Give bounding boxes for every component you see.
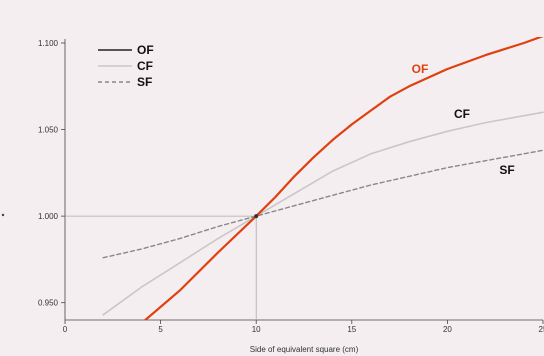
reference-point-marker — [254, 214, 259, 219]
y-tick-label: 1.000 — [38, 212, 59, 221]
legend: OF CF SF — [98, 43, 154, 89]
legend-label-sf: SF — [137, 75, 152, 89]
series-line-sf — [102, 149, 544, 259]
series-label-of: OF — [412, 62, 429, 76]
legend-label-cf: CF — [137, 59, 153, 73]
x-axis-title: Side of equivalent square (cm) — [250, 345, 359, 354]
x-tick-label: 15 — [347, 325, 356, 334]
series-labels: OF CF SF — [412, 62, 515, 177]
y-tick-label: 0.950 — [38, 299, 59, 308]
x-tick-label: 10 — [252, 325, 261, 334]
x-tick-label: 25 — [539, 325, 544, 334]
left-edge-marker — [1, 213, 5, 217]
series-line-of — [144, 37, 544, 320]
series-lines — [102, 37, 544, 320]
x-tick-label: 0 — [63, 325, 68, 334]
series-label-cf: CF — [454, 107, 470, 121]
series-line-cf — [102, 111, 544, 316]
series-label-sf: SF — [499, 163, 514, 177]
legend-label-of: OF — [137, 43, 154, 57]
reference-lines — [65, 215, 257, 320]
y-tick-label: 1.100 — [38, 39, 59, 48]
x-tick-label: 20 — [443, 325, 452, 334]
x-tick-label: 5 — [158, 325, 163, 334]
y-tick-label: 1.050 — [38, 126, 59, 135]
